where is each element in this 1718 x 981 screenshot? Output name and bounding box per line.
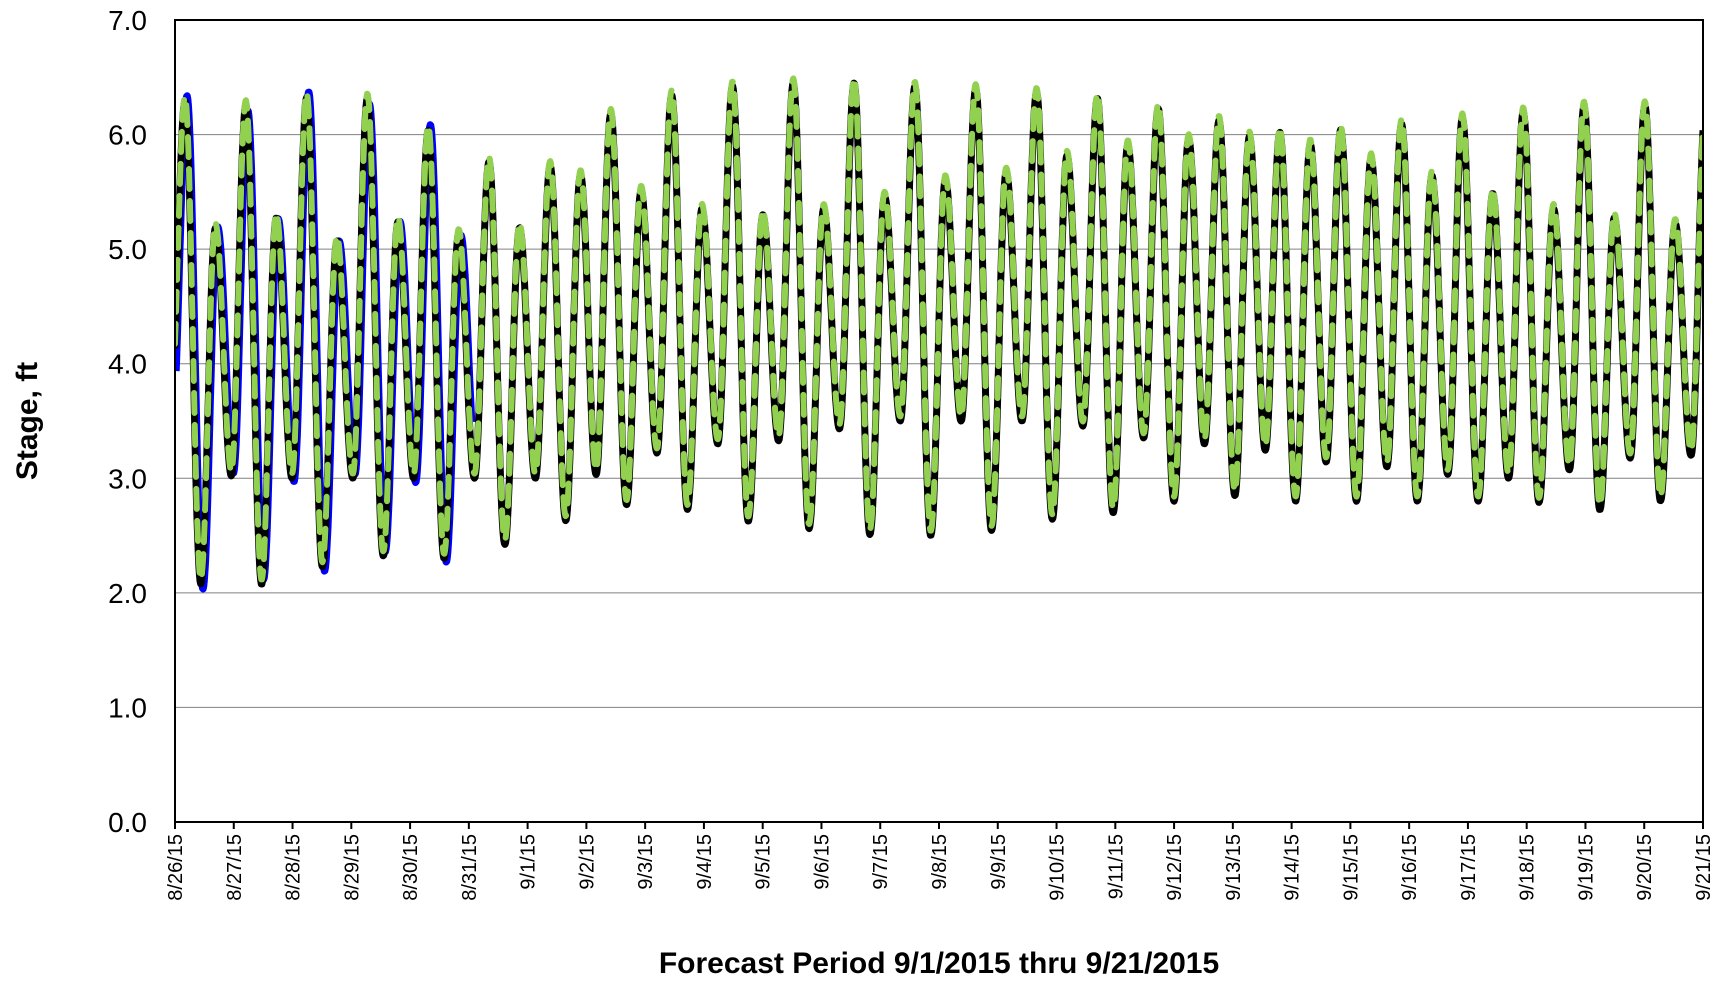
x-tick-label: 9/17/15: [1458, 834, 1480, 901]
y-tick-labels: 0.0 1.0 2.0 3.0 4.0 5.0 6.0 7.0: [108, 5, 147, 838]
series-group: [175, 75, 1703, 593]
x-tick-label: 8/30/15: [400, 834, 422, 901]
x-axis-title: Forecast Period 9/1/2015 thru 9/21/2015: [659, 947, 1219, 980]
x-tick-label: 9/20/15: [1634, 834, 1656, 901]
x-tick-label: 9/6/15: [811, 834, 833, 890]
x-tick-label: 8/31/15: [459, 834, 481, 901]
y-tick-label: 3.0: [108, 463, 147, 494]
x-tick-label: 9/15/15: [1340, 834, 1362, 901]
y-tick-label: 6.0: [108, 120, 147, 151]
y-tick-label: 1.0: [108, 692, 147, 723]
x-tick-label: 9/3/15: [635, 834, 657, 890]
x-tick-label: 9/1/15: [518, 834, 540, 890]
y-tick-label: 5.0: [108, 234, 147, 265]
x-tick-label: 9/19/15: [1575, 834, 1597, 901]
x-tick-label: 9/4/15: [694, 834, 716, 890]
x-tick-label: 9/10/15: [1047, 834, 1069, 901]
y-axis-title: Stage, ft: [11, 362, 44, 480]
x-tick-label: 9/7/15: [870, 834, 892, 890]
x-tick-label: 9/11/15: [1105, 834, 1127, 899]
x-tick-label: 8/29/15: [341, 834, 363, 901]
x-tick-label: 9/21/15: [1693, 834, 1715, 901]
x-tick-label: 8/27/15: [224, 834, 246, 901]
x-tick-label: 8/26/15: [165, 834, 187, 901]
x-tick-label: 9/8/15: [929, 834, 951, 890]
x-tick-label: 9/14/15: [1282, 834, 1304, 901]
y-tick-label: 2.0: [108, 578, 147, 609]
x-tick-label: 8/28/15: [283, 834, 305, 901]
y-tick-label: 0.0: [108, 807, 147, 838]
x-tick-label: 9/9/15: [988, 834, 1010, 890]
x-tick-label: 9/12/15: [1164, 834, 1186, 901]
y-tick-label: 4.0: [108, 349, 147, 380]
x-tick-label: 9/13/15: [1223, 834, 1245, 901]
x-tick-label: 9/18/15: [1517, 834, 1539, 901]
series-forecast-line: [175, 75, 1703, 583]
x-tick-label: 9/2/15: [576, 834, 598, 890]
x-tick-label: 9/5/15: [753, 834, 775, 890]
x-tick-labels: 8/26/15 8/27/15 8/28/15 8/29/15 8/30/15 8/31/…: [165, 822, 1715, 901]
y-tick-label: 7.0: [108, 5, 147, 36]
x-tick-label: 9/16/15: [1399, 834, 1421, 901]
